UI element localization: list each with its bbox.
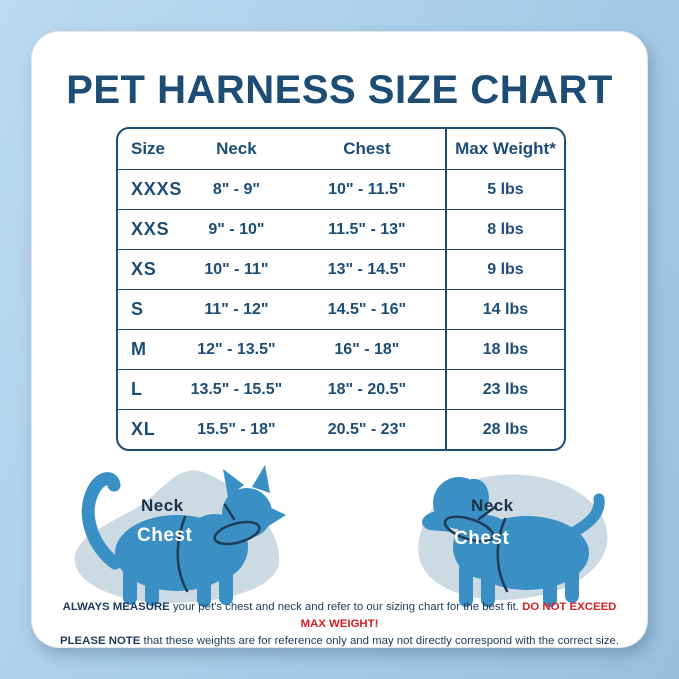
chest-cell: 10" - 11.5" [288,169,445,209]
chest-cell: 13" - 14.5" [288,249,445,289]
always-measure-label: ALWAYS MEASURE [62,601,170,613]
dog-chest-label: Chest [454,528,510,549]
max-weight-warning: DO NOT EXCEED MAX WEIGHT! [300,601,617,631]
please-note-label: PLEASE NOTE [59,635,141,648]
neck-cell: 12" - 13.5" [183,329,289,369]
header-max-weight: Max Weight* [444,129,564,169]
note-text: that these weights are for reference onl… [140,635,620,648]
table-row: XL 15.5" - 18" 20.5" - 23" 28 lbs [118,409,564,449]
chest-cell: 18" - 20.5" [288,369,445,409]
size-cell: XS [118,249,184,289]
weight-cell: 5 lbs [444,169,564,209]
size-chart-card: PET HARNESS SIZE CHART Size Neck Chest M… [31,31,648,648]
size-cell: XL [118,409,184,449]
weight-cell: 18 lbs [444,329,564,369]
cat-chest-label: Chest [137,525,193,546]
neck-cell: 13.5" - 15.5" [183,369,289,409]
measure-instruction-text: your pet's chest and neck and refer to o… [169,601,523,613]
dog-illustration [418,474,608,607]
size-cell: M [118,329,184,369]
cat-measurement-diagram: Neck Chest [65,463,331,611]
table-row: XXXS 8" - 9" 10" - 11.5" 5 lbs [118,169,564,209]
neck-cell: 11" - 12" [183,289,289,329]
table-row: L 13.5" - 15.5" 18" - 20.5" 23 lbs [118,369,564,409]
weight-cell: 28 lbs [444,409,564,449]
dog-measurement-lines [443,505,509,593]
neck-cell: 10" - 11" [183,249,289,289]
neck-cell: 8" - 9" [183,169,289,209]
size-cell: L [118,369,184,409]
table-row: M 12" - 13.5" 16" - 18" 18 lbs [118,329,564,369]
weight-cell: 8 lbs [444,209,564,249]
dog-neck-label: Neck [471,496,514,515]
cat-illustration [74,465,286,607]
cat-neck-label: Neck [141,496,184,515]
chest-cell: 11.5" - 13" [288,209,445,249]
header-neck: Neck [216,139,257,158]
size-cell: XXS [118,209,184,249]
weight-cell: 9 lbs [444,249,564,289]
size-cell: S [118,289,184,329]
cat-measurement-lines [176,503,261,593]
size-cell: XXXS [118,169,184,209]
dog-measurement-diagram: Neck Chest [407,459,631,611]
header-size: Size [131,139,166,158]
header-chest: Chest [343,139,391,158]
table-row: XS 10" - 11" 13" - 14.5" 9 lbs [118,249,564,289]
weight-cell: 23 lbs [444,369,564,409]
chest-cell: 16" - 18" [288,329,445,369]
neck-cell: 15.5" - 18" [183,409,289,449]
neck-cell: 9" - 10" [183,209,289,249]
chest-cell: 14.5" - 16" [288,289,445,329]
page-title: PET HARNESS SIZE CHART [66,68,613,112]
chest-cell: 20.5" - 23" [288,409,445,449]
weight-cell: 14 lbs [444,289,564,329]
size-chart-table: Size Neck Chest Max Weight* XXXS 8" - 9"… [116,127,566,451]
table-row: XXS 9" - 10" 11.5" - 13" 8 lbs [118,209,564,249]
table-header-row: Size Neck Chest Max Weight* [118,129,564,169]
measurement-disclaimer: ALWAYS MEASURE your pet's chest and neck… [50,599,629,650]
table-row: S 11" - 12" 14.5" - 16" 14 lbs [118,289,564,329]
